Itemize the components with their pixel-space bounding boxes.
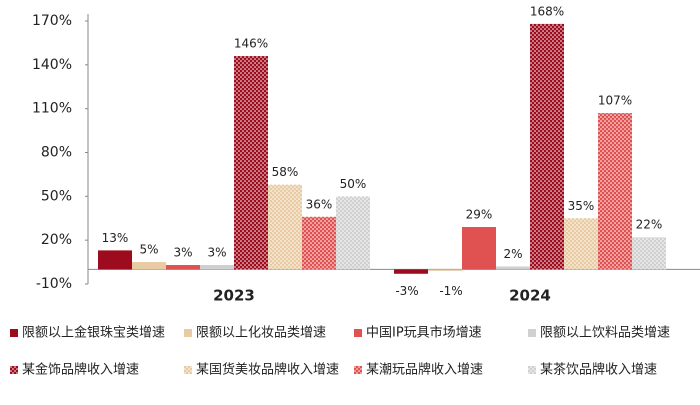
- y-tick-label: 20%: [41, 232, 72, 248]
- y-tick-label: 110%: [32, 101, 72, 117]
- legend-swatch: [528, 366, 536, 374]
- bar: [428, 269, 462, 271]
- legend-label: 某潮玩品牌收入增速: [366, 362, 483, 378]
- legend-swatch: [184, 329, 192, 337]
- y-tick-label: 140%: [32, 57, 72, 73]
- x-tick-label: 2023: [213, 287, 255, 305]
- bar: [336, 196, 370, 270]
- value-label: 2%: [503, 247, 522, 261]
- y-tick-label: 50%: [41, 188, 72, 204]
- legend-swatch: [184, 366, 192, 374]
- x-tick-label: 2024: [509, 287, 551, 305]
- bar: [302, 216, 336, 270]
- value-label: 58%: [272, 165, 299, 179]
- bar: [234, 56, 268, 270]
- bar: [462, 227, 496, 270]
- value-label: 168%: [530, 4, 564, 18]
- bar: [496, 266, 530, 270]
- legend-swatch: [354, 366, 362, 374]
- legend-label: 限额以上饮料品类增速: [540, 326, 670, 341]
- bar: [564, 218, 598, 270]
- y-tick-label: 170%: [32, 13, 72, 29]
- value-label: 22%: [636, 218, 663, 232]
- legend-swatch: [528, 329, 536, 337]
- value-label: 13%: [102, 231, 129, 245]
- value-label: 146%: [234, 37, 268, 51]
- value-label: 3%: [173, 246, 192, 260]
- value-label: -3%: [395, 284, 418, 298]
- value-label: 3%: [207, 246, 226, 260]
- value-label: 35%: [568, 199, 595, 213]
- legend-swatch: [10, 329, 18, 337]
- y-tick-label: -10%: [36, 276, 72, 292]
- value-label: -1%: [439, 284, 462, 298]
- value-label: 29%: [466, 208, 493, 222]
- value-label: 107%: [598, 94, 632, 108]
- bar: [530, 23, 564, 270]
- bar: [132, 262, 166, 270]
- bar: [598, 113, 632, 270]
- value-label: 36%: [306, 197, 333, 211]
- legend-swatch: [354, 329, 362, 337]
- legend-label: 中国IP玩具市场增速: [366, 325, 482, 341]
- legend-label: 某金饰品牌收入增速: [22, 362, 139, 378]
- bar: [394, 269, 428, 274]
- value-label: 5%: [139, 243, 158, 257]
- legend-label: 限额以上金银珠宝类增速: [22, 325, 165, 341]
- bar: [166, 265, 200, 270]
- value-label: 50%: [340, 177, 367, 191]
- bar: [268, 184, 302, 270]
- legend-swatch: [10, 366, 18, 374]
- bar: [200, 265, 234, 270]
- legend-label: 限额以上化妆品类增速: [196, 326, 326, 341]
- legend-label: 某国货美妆品牌收入增速: [196, 362, 339, 378]
- legend-label: 某茶饮品牌收入增速: [540, 362, 657, 378]
- bar: [98, 250, 132, 270]
- y-tick-label: 80%: [41, 145, 72, 161]
- bar: [632, 237, 666, 270]
